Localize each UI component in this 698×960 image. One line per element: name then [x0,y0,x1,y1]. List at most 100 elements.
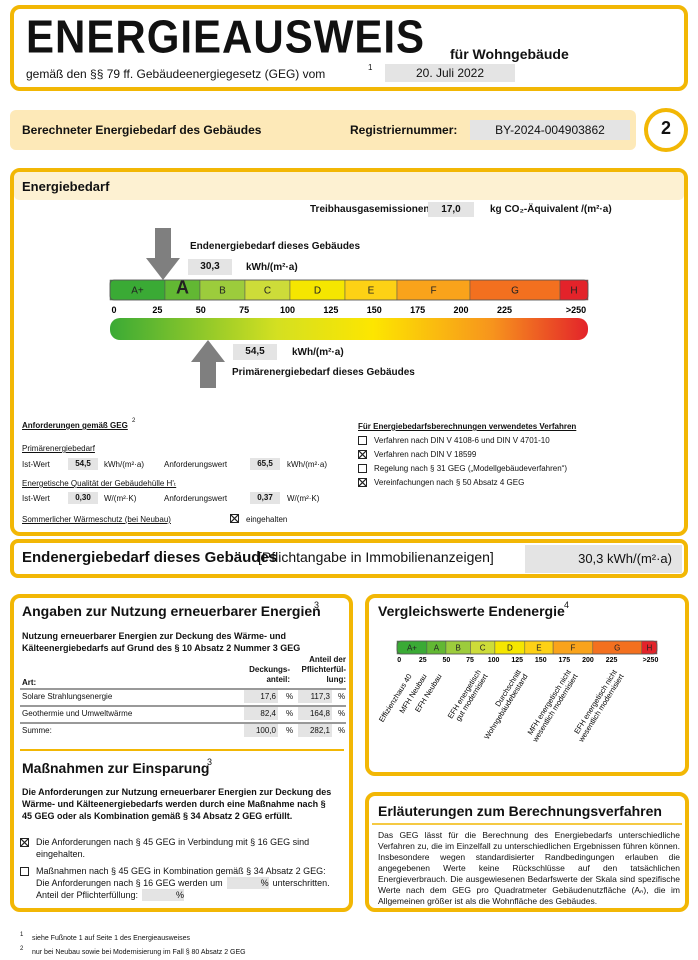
subtitle: für Wohngebäude [450,46,569,62]
explanation-frame [365,792,689,912]
class-label: B [456,643,461,652]
scale-label: 200 [582,657,594,664]
row-rule [20,722,346,724]
scale-label: 125 [323,305,338,315]
req-value: 54,5 [68,458,98,470]
method-text: Verfahren nach DIN V 18599 [374,450,477,459]
scale-label: 150 [367,305,382,315]
unit: % [286,726,294,735]
header-frame [10,5,688,91]
end-band-value: 30,3 kWh/(m²·a) [525,545,682,573]
primary-unit: kWh/(m²·a) [292,347,344,358]
section-title: Angaben zur Nutzung erneuerbarer Energie… [22,603,321,619]
reg-label: Registriernummer: [350,123,458,137]
req-value: 0,30 [68,492,98,504]
scale-label: 75 [466,657,474,664]
row-label: Summe: [22,726,52,735]
scale-label: >250 [643,657,659,664]
energy-header-bg [14,172,684,200]
class-label: A+ [131,286,144,297]
primary-arrow [191,340,225,388]
section-title: Erläuterungen zum Berechnungsverfahren [378,803,662,819]
class-label: H [570,286,577,297]
checkbox [20,838,29,847]
class-label: D [507,643,513,652]
renewable-frame [10,594,353,912]
share: 82,4 [244,707,278,720]
title: ENERGIEAUSWEIS [26,10,426,63]
law: gemäß den §§ 79 ff. Gebäudeenergiegesetz… [26,67,326,81]
req-title: Anforderungen gemäß GEG [22,421,128,430]
scale-label: 100 [488,657,500,664]
end-band-frame [10,539,688,578]
ghg-label: Treibhausgasemissionen [310,204,430,215]
checkbox [20,867,29,876]
section-title: Energiebedarf [22,179,110,194]
methods-title: Für Energiebedarfsberechnungen verwendet… [358,422,577,431]
date: 20. Juli 2022 [385,64,515,82]
unit: % [338,709,346,718]
reference-line: wesentlich modernisiert [530,672,580,745]
measure-text: Maßnahmen nach § 45 GEG in Kombination g… [36,866,326,888]
scale-label: 200 [454,305,469,315]
footnote-number: 1 [20,932,24,938]
checkbox [358,436,367,445]
row-label: Geothermie und Umweltwärme [22,709,133,718]
class-bar-outline [109,279,589,301]
footnote-text: nur bei Neubau sowie bei Modernisierung … [32,949,246,956]
check-mark [21,839,28,846]
req-unit: W/(m²·K) [104,494,137,503]
bar-label: Berechneter Energiebedarf des Gebäudes [22,123,262,137]
req-unit: kWh/(m²·a) [104,460,144,469]
unit: % [338,692,346,701]
footnote-ref: 2 [132,418,136,424]
page-number: 2 [660,118,671,138]
explanation-text: Das GEG lässt für die Berechnung des Ene… [378,830,680,906]
class-label: D [314,286,321,297]
ghg-unit: kg CO₂-Äquivalent /(m²·a) [490,204,612,215]
table-header: Art: [22,678,37,687]
method-text: Vereinfachungen nach § 50 Absatz 4 GEG [374,478,525,487]
class-label: B [219,286,226,297]
end-value: 30,3 [188,259,232,275]
row-rule [20,688,346,690]
unit: % [286,709,294,718]
footnote-text: siehe Fußnote 1 auf Seite 1 des Energiea… [32,935,190,942]
row-label: Solare Strahlungsenergie [22,692,113,701]
percent-field: % [142,889,185,901]
end-band-label: Endenergiebedarf dieses Gebäudes [22,549,278,566]
scale-label: 125 [511,657,523,664]
unit: % [286,692,294,701]
scale-label: 150 [535,657,547,664]
checkbox [358,450,367,459]
scale-label: 225 [606,657,618,664]
scale-gradient [110,318,588,340]
method-text: Verfahren nach DIN V 4108-6 und DIN V 47… [374,436,550,445]
check-mark [359,451,366,458]
class-label: A [434,643,440,652]
class-label: C [480,643,486,652]
scale-label: 75 [239,305,249,315]
req-value: 0,37 [250,492,280,504]
renewable-intro: Nutzung erneuerbarer Energien zur Deckun… [22,631,301,653]
reference-line: MFH energetisch nicht [526,667,574,736]
scale-label: >250 [566,305,586,315]
checkbox [230,514,239,523]
primary-value: 54,5 [233,344,277,360]
section-title: Maßnahmen zur Einsparung [22,760,210,776]
measure-item: Maßnahmen nach § 45 GEG in Kombination g… [36,865,331,901]
req-label: Ist-Wert [22,460,50,469]
req-heading: Energetische Qualität der Gebäudehülle H… [22,479,177,488]
end-band-note: [Pflichtangabe in Immobilienanzeigen] [258,549,494,565]
class-label: C [264,286,271,297]
end-unit: kWh/(m²·a) [246,262,298,273]
section-title: Vergleichswerte Endenergie [378,603,565,619]
footnote-number: 2 [20,946,24,952]
scale-label: 225 [497,305,512,315]
measure-text: unterschritten. Anteil der Pflichterfüll… [36,878,330,900]
page-circle [644,108,688,152]
scale-label: 50 [196,305,206,315]
req-heading: Sommerlicher Wärmeschutz (bei Neubau) [22,515,171,524]
end-arrow [146,228,180,280]
share: 100,0 [244,724,278,737]
